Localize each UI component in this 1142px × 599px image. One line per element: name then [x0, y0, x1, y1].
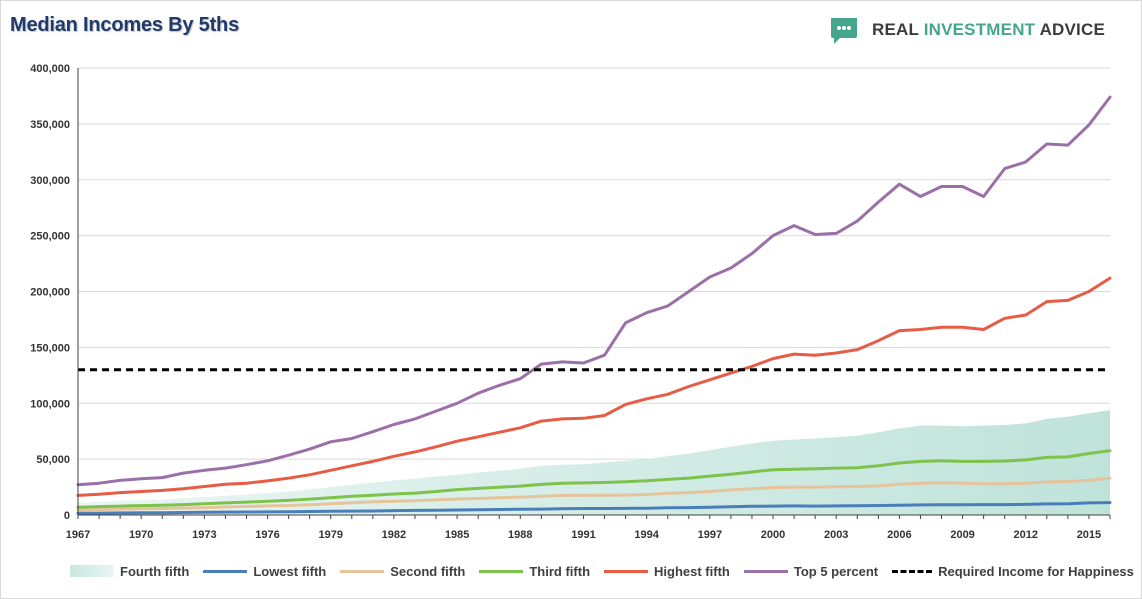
series-area-fourth-fifth	[78, 410, 1110, 515]
x-tick-label: 1991	[571, 529, 595, 541]
series-line-lowest-fifth	[76, 501, 1112, 515]
gridlines	[78, 67, 1110, 460]
x-tick-label: 1985	[445, 529, 469, 541]
x-tick-label: 1979	[318, 529, 342, 541]
legend-swatch	[70, 565, 114, 577]
series-line-top-5-percent	[76, 95, 1112, 487]
x-tick-label: 1982	[382, 529, 406, 541]
y-tick-label: 100,000	[30, 398, 70, 410]
y-tick-label: 350,000	[30, 119, 70, 131]
x-tick-label: 2000	[761, 529, 785, 541]
y-tick-label: 400,000	[30, 63, 70, 75]
legend: Fourth fifth Lowest fifth Second fifth Thir…	[70, 562, 1142, 580]
speech-bubble-shield-icon	[831, 18, 857, 44]
legend-item-second-fifth: Second fifth	[340, 564, 465, 579]
y-tick-label: 250,000	[30, 231, 70, 243]
x-tick-label: 1976	[255, 529, 279, 541]
legend-item-top-5-percent: Top 5 percent	[743, 563, 879, 579]
series-line-second-fifth	[76, 476, 1112, 512]
legend-label: Fourth fifth	[120, 563, 190, 579]
legend-swatch	[892, 569, 933, 573]
brand-name: REAL INVESTMENT ADVICE	[872, 20, 1105, 40]
legend-item-lowest-fifth: Lowest fifth	[203, 564, 326, 579]
series-line-third-fifth	[76, 449, 1112, 509]
brand: REAL INVESTMENT ADVICE	[828, 14, 1105, 46]
x-tick-label: 2006	[887, 529, 911, 541]
x-tick-label: 2009	[950, 529, 974, 541]
chart-title: Median Incomes By 5ths	[10, 14, 239, 36]
y-tick-label: 0	[64, 510, 70, 522]
line-series	[76, 95, 1112, 515]
series-line-highest-fifth	[76, 276, 1112, 497]
legend-label: Required Income for Happiness	[938, 563, 1134, 579]
x-tick-label: 1967	[66, 529, 90, 541]
y-tick-label: 200,000	[30, 287, 70, 299]
x-tick-label: 2012	[1014, 529, 1038, 541]
y-tick-label: 50,000	[36, 454, 70, 466]
legend-label: Top 5 percent	[793, 563, 879, 579]
legend-item-fourth-fifth: Fourth fifth	[70, 564, 189, 579]
y-tick-label: 300,000	[30, 175, 70, 187]
legend-swatch	[604, 569, 649, 573]
x-tick-label: 1988	[508, 529, 532, 541]
brand-word-3: ADVICE	[1039, 20, 1105, 39]
y-tick-label: 150,000	[30, 342, 70, 354]
brand-word-1: REAL	[872, 20, 924, 39]
legend-label: Lowest fifth	[253, 563, 327, 579]
x-tick-label: 2003	[824, 529, 848, 541]
x-tick-label: 1973	[192, 529, 216, 541]
x-tick-label: 1970	[129, 529, 153, 541]
x-tick-label: 1997	[698, 529, 722, 541]
legend-swatch	[340, 569, 385, 573]
area-series	[78, 410, 1110, 515]
legend-item-required-income-for-happiness: Required Income for Happiness	[892, 564, 1134, 579]
legend-item-third-fifth: Third fifth	[479, 564, 590, 579]
legend-label: Highest fifth	[654, 563, 730, 579]
legend-item-highest-fifth: Highest fifth	[604, 564, 730, 579]
legend-label: Third fifth	[529, 563, 591, 579]
brand-word-2: INVESTMENT	[923, 20, 1040, 39]
legend-swatch	[743, 569, 788, 573]
legend-label: Second fifth	[390, 563, 466, 579]
legend-swatch	[203, 569, 248, 573]
axes: 0 50,000 100,000 150,000 200,000 250,000 300,0…	[30, 63, 1111, 541]
plot-area: 0 50,000 100,000 150,000 200,000 250,000 300,0…	[30, 63, 1112, 541]
x-tick-label: 1994	[634, 529, 659, 541]
x-tick-label: 2015	[1077, 529, 1101, 541]
legend-swatch	[479, 569, 524, 573]
